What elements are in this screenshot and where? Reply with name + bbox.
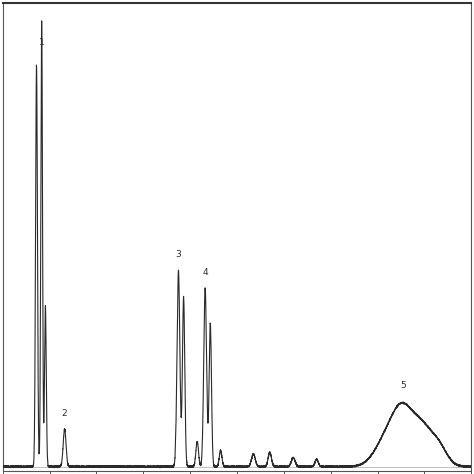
- Text: 5: 5: [401, 382, 406, 391]
- Text: 2: 2: [62, 409, 67, 418]
- Text: 1: 1: [39, 38, 45, 47]
- Text: 3: 3: [175, 250, 182, 258]
- Text: 4: 4: [202, 268, 208, 277]
